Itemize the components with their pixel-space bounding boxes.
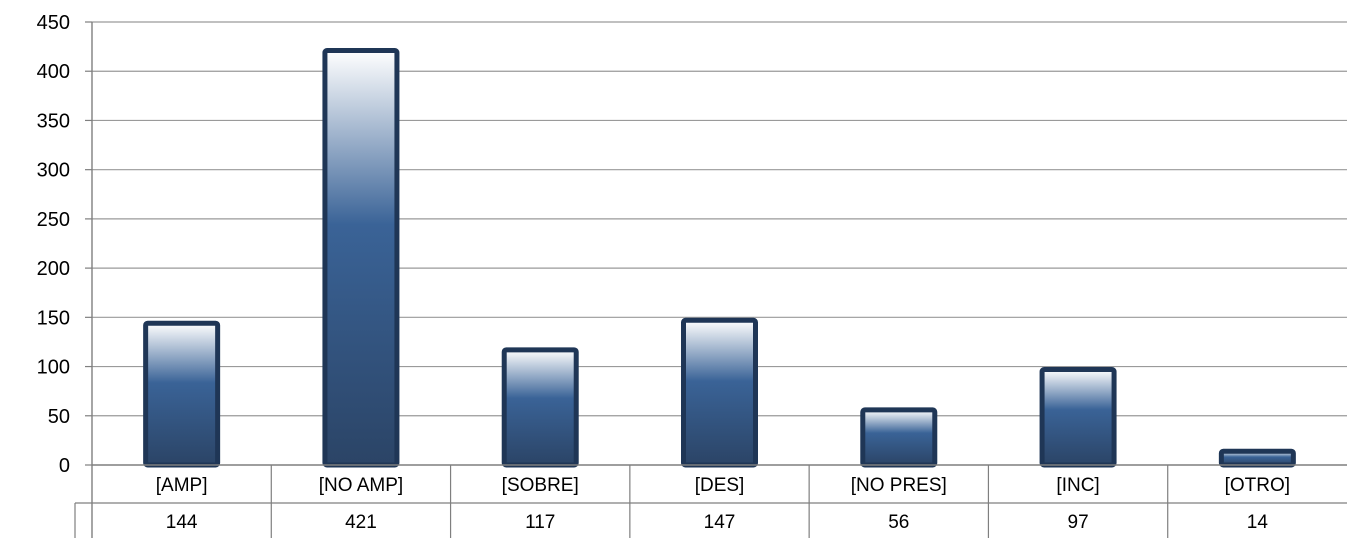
- bar: [681, 317, 758, 468]
- bar: [143, 320, 221, 468]
- y-tick-label: 450: [37, 12, 70, 34]
- value-label: 97: [1068, 512, 1089, 533]
- category-label: [NO PRES]: [851, 475, 947, 496]
- value-label: 14: [1247, 512, 1269, 533]
- bar: [501, 347, 579, 468]
- value-label: 421: [345, 512, 377, 533]
- bars: [143, 48, 1296, 468]
- y-tick-label: 150: [37, 307, 70, 329]
- category-label: [SOBRE]: [502, 475, 579, 496]
- bar: [1218, 448, 1296, 468]
- value-label: 144: [166, 512, 198, 533]
- category-label: [DES]: [695, 475, 745, 496]
- y-tick-label: 50: [48, 406, 70, 428]
- value-label: 147: [704, 512, 736, 533]
- category-label: [INC]: [1056, 475, 1099, 496]
- y-tick-label: 350: [37, 110, 70, 132]
- y-tick-label: 250: [37, 209, 70, 231]
- y-tick-label: 100: [37, 357, 70, 379]
- bar: [860, 407, 938, 468]
- data-table: [AMP] 144 [NO AMP] 421 [SOBRE] 117 [DES] 147 [NO…: [74, 465, 1347, 538]
- category-label: [NO AMP]: [319, 475, 403, 496]
- axes: [91, 22, 1347, 538]
- value-label: 56: [888, 512, 909, 533]
- bar: [1039, 367, 1117, 468]
- category-label: [AMP]: [156, 475, 208, 496]
- y-tick-label: 200: [37, 258, 70, 280]
- y-tick-label: 400: [37, 61, 70, 83]
- y-tick-label: 300: [37, 160, 70, 182]
- category-label: [OTRO]: [1225, 475, 1290, 496]
- bar: [322, 48, 400, 468]
- value-label: 117: [525, 512, 555, 533]
- y-axis-ticks: 0 50 100 150 200 250 300 350 400 450: [37, 12, 92, 477]
- gridlines: [92, 21, 1347, 417]
- y-tick-label: 0: [59, 455, 70, 477]
